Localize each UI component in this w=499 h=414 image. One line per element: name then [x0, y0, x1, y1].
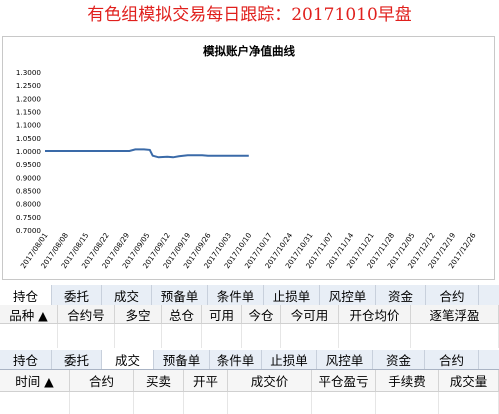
y-tick-label: 1.1500 [16, 108, 42, 117]
trade-tab[interactable]: 预备单 [154, 350, 210, 369]
position-table-header: 品种 ▲ 合约号 多空 总仓 可用 今仓 今可用 开仓均价 逐笔浮盈 [0, 305, 499, 324]
trade-column-header[interactable]: 成交价 [228, 370, 312, 391]
y-tick-label: 1.0000 [16, 147, 42, 156]
y-tick-label: 1.3000 [16, 68, 42, 77]
position-tab[interactable]: 合约 [426, 285, 479, 305]
y-tick-label: 0.8500 [16, 187, 42, 196]
chart-title: 模拟账户净值曲线 [203, 44, 295, 58]
column-divider [183, 392, 184, 414]
nav-chart-svg: 模拟账户净值曲线 1.3000 1.2500 1.2000 1.1500 1.1000 1… [16, 44, 478, 270]
position-tab[interactable]: 资金 [376, 285, 426, 305]
trade-column-header[interactable]: 合约 [70, 370, 134, 391]
trade-tab[interactable]: 合约 [425, 350, 479, 369]
nav-chart: 模拟账户净值曲线 1.3000 1.2500 1.2000 1.1500 1.1000 1… [2, 36, 495, 280]
column-divider [375, 392, 376, 414]
trade-column-header[interactable]: 买卖 [134, 370, 184, 391]
trade-tab[interactable]: 资金 [373, 350, 425, 369]
y-tick-label: 0.8000 [16, 200, 42, 209]
position-column-header[interactable]: 总仓 [162, 305, 202, 323]
y-tick-label: 1.2000 [16, 94, 42, 103]
trade-tab[interactable]: 条件单 [210, 350, 262, 369]
trade-tab[interactable]: 止损单 [262, 350, 317, 369]
trade-column-header[interactable]: 开平 [184, 370, 228, 391]
column-divider [161, 324, 162, 348]
trade-tab[interactable]: 持仓 [0, 350, 52, 369]
trade-table-header: 时间 ▲ 合约 买卖 开平 成交价 平仓盈亏 手续费 成交量 [0, 370, 499, 392]
column-divider [241, 324, 242, 348]
position-column-header[interactable]: 多空 [115, 305, 162, 323]
position-tab[interactable]: 持仓 [0, 285, 52, 305]
y-tick-label: 1.1000 [16, 121, 42, 130]
trade-tab[interactable]: 委托 [52, 350, 102, 369]
position-column-header[interactable]: 今可用 [281, 305, 339, 323]
position-column-header[interactable]: 品种 ▲ [0, 305, 58, 323]
trade-tab[interactable]: 风控单 [317, 350, 373, 369]
y-tick-label: 1.0500 [16, 134, 42, 143]
trade-column-header[interactable]: 手续费 [376, 370, 439, 391]
position-column-header[interactable]: 开仓均价 [339, 305, 411, 323]
panel-separator [0, 348, 499, 350]
position-tab[interactable]: 预备单 [152, 285, 208, 305]
trade-tab[interactable]: 成交 [102, 350, 154, 369]
y-tick-label: 0.7500 [16, 213, 42, 222]
y-tick-label: 0.7000 [16, 226, 42, 235]
column-divider [410, 324, 411, 348]
position-column-header[interactable]: 合约号 [58, 305, 115, 323]
trade-tab-bar: 持仓 委托 成交 预备单 条件单 止损单 风控单 资金 合约 [0, 350, 499, 370]
nav-series-line [45, 148, 249, 159]
y-tick-label: 0.9000 [16, 173, 42, 182]
y-tick-label: 1.2500 [16, 81, 42, 90]
column-divider [57, 324, 58, 348]
position-table-body [0, 324, 499, 349]
column-divider [438, 392, 439, 414]
trade-table-body [0, 392, 499, 414]
column-divider [338, 324, 339, 348]
position-tab[interactable]: 委托 [52, 285, 102, 305]
position-tab[interactable]: 条件单 [208, 285, 264, 305]
column-divider [114, 324, 115, 348]
position-column-header[interactable]: 逐笔浮盈 [411, 305, 499, 323]
position-tab[interactable]: 止损单 [264, 285, 320, 305]
column-divider [280, 324, 281, 348]
trade-column-header[interactable]: 成交量 [439, 370, 499, 391]
trade-column-header[interactable]: 平仓盈亏 [312, 370, 376, 391]
position-tab-bar: 持仓 委托 成交 预备单 条件单 止损单 风控单 资金 合约 [0, 285, 499, 306]
column-divider [133, 392, 134, 414]
page-title: 有色组模拟交易每日跟踪：20171010早盘 [87, 5, 412, 25]
column-divider [311, 392, 312, 414]
column-divider [201, 324, 202, 348]
column-divider [227, 392, 228, 414]
position-tab[interactable]: 风控单 [320, 285, 376, 305]
trade-column-header[interactable]: 时间 ▲ [0, 370, 70, 391]
y-tick-label: 0.9500 [16, 160, 42, 169]
position-column-header[interactable]: 今仓 [242, 305, 281, 323]
column-divider [69, 392, 70, 414]
position-tab[interactable]: 成交 [102, 285, 152, 305]
position-column-header[interactable]: 可用 [202, 305, 242, 323]
